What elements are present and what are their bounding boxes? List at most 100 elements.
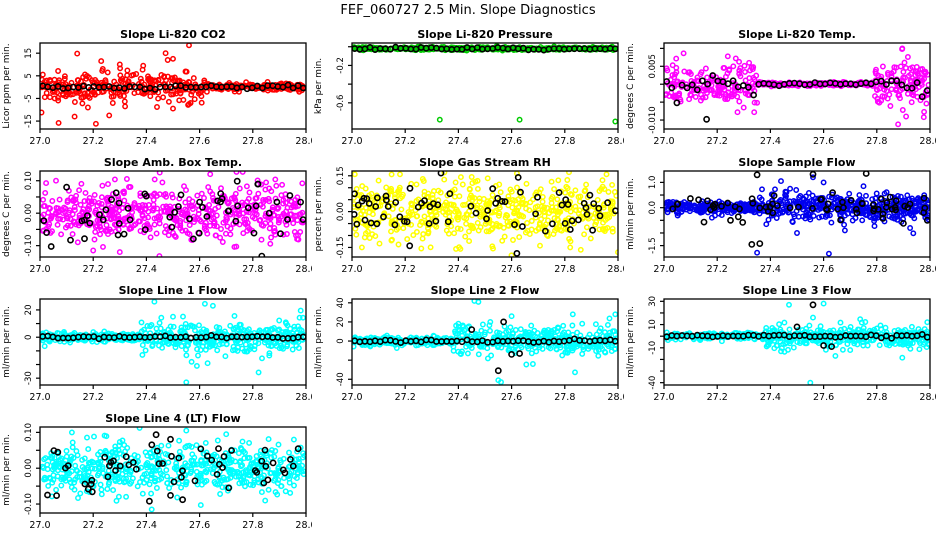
svg-text:28.0: 28.0: [607, 264, 624, 275]
svg-text:27.0: 27.0: [341, 136, 362, 147]
svg-text:27.8: 27.8: [554, 264, 575, 275]
panel-slope-li-820-pressure: Slope Li-820 Pressure kPa per min. -0.2 -0.…: [312, 26, 624, 154]
panel-slope-gas-stream-rh: Slope Gas Stream RH percent per min. 0.15 0…: [312, 154, 624, 282]
panel-svg: Slope Line 3 Flow ml/min per min. 30 10 -10 -…: [626, 284, 936, 403]
plot-box: [39, 42, 307, 130]
svg-text:27.0: 27.0: [653, 392, 674, 403]
svg-text:27.8: 27.8: [866, 392, 887, 403]
svg-text:27.4: 27.4: [136, 392, 157, 403]
panel-title: Slope Line 2 Flow: [431, 284, 540, 297]
svg-text:27.6: 27.6: [813, 136, 834, 147]
svg-text:27.8: 27.8: [242, 136, 263, 147]
svg-text:27.0: 27.0: [653, 264, 674, 275]
svg-text:28.0: 28.0: [295, 392, 312, 403]
svg-text:27.4: 27.4: [136, 264, 157, 275]
panel-title: Slope Amb. Box Temp.: [104, 156, 242, 169]
svg-text:27.8: 27.8: [242, 264, 263, 275]
mean-points: [40, 177, 306, 257]
svg-text:0.005: 0.005: [648, 54, 658, 78]
panel-slope-li-820-co2: Slope Li-820 CO2 Licor ppm per min. 15 5 -5 -…: [0, 26, 312, 154]
svg-text:27.6: 27.6: [501, 136, 522, 147]
panel-svg: Slope Line 2 Flow ml/min per min. 40 20 0 -40…: [314, 284, 624, 403]
svg-text:0: 0: [24, 335, 34, 340]
x-axis-ticks: 27.027.227.427.627.828.0: [653, 257, 936, 275]
mean-points: [352, 318, 618, 375]
panel-svg: Slope Li-820 Pressure kPa per min. -0.2 -0.…: [314, 28, 624, 147]
svg-text:-1.5: -1.5: [648, 237, 658, 254]
svg-text:20: 20: [24, 305, 34, 316]
x-axis-ticks: 27.027.227.427.627.828.0: [29, 513, 312, 531]
data-points: [352, 43, 618, 125]
y-axis-label: ml/min per min.: [2, 434, 12, 506]
panel-title: Slope Gas Stream RH: [419, 156, 551, 169]
panel-slope-line-2-flow: Slope Line 2 Flow ml/min per min. 40 20 0 -40…: [312, 282, 624, 410]
svg-text:30: 30: [648, 296, 658, 307]
plot-box: [663, 298, 931, 386]
y-axis-ticks: 0.10 0.00 -0.10: [24, 171, 40, 257]
y-axis-ticks: 0.15 0.00 -0.15: [336, 166, 352, 258]
y-axis-label: ml/min per min.: [626, 306, 636, 378]
x-axis-ticks: 27.027.227.427.627.828.0: [653, 385, 936, 403]
svg-text:27.8: 27.8: [866, 136, 887, 147]
svg-text:27.4: 27.4: [760, 264, 781, 275]
panel-slope-sample-flow: Slope Sample Flow ml/min per min. 1.0 0.0 -1…: [624, 154, 936, 282]
svg-text:27.2: 27.2: [707, 136, 728, 147]
y-axis-ticks: 1.0 0.0 -1.5: [648, 176, 664, 254]
svg-text:20: 20: [336, 317, 346, 328]
mean-points: [664, 72, 930, 123]
svg-text:27.4: 27.4: [760, 392, 781, 403]
svg-text:28.0: 28.0: [295, 136, 312, 147]
panel-slope-amb-box-temp: Slope Amb. Box Temp. degrees C per min. 0.…: [0, 154, 312, 282]
plot-box: [351, 42, 619, 130]
svg-text:-0.10: -0.10: [24, 235, 34, 257]
svg-text:27.6: 27.6: [501, 392, 522, 403]
svg-text:27.0: 27.0: [29, 136, 50, 147]
svg-text:28.0: 28.0: [919, 392, 936, 403]
y-axis-label: ml/min per min.: [314, 306, 324, 378]
x-axis-ticks: 27.027.227.427.627.828.0: [341, 257, 624, 275]
y-axis-label: kPa per min.: [314, 58, 324, 114]
svg-text:0.00: 0.00: [24, 204, 34, 223]
y-axis-ticks: 30 10 -10 -40: [648, 296, 664, 390]
svg-text:-0.2: -0.2: [336, 57, 346, 74]
panel-title: Slope Li-820 Temp.: [738, 28, 856, 41]
panel-svg: Slope Sample Flow ml/min per min. 1.0 0.0 -1…: [626, 156, 936, 275]
mean-points: [664, 301, 930, 350]
svg-text:0: 0: [336, 338, 346, 343]
mean-points: [40, 332, 306, 343]
mean-points: [352, 43, 618, 54]
svg-text:5: 5: [24, 73, 34, 78]
svg-text:-5: -5: [24, 94, 34, 102]
svg-text:27.8: 27.8: [554, 136, 575, 147]
svg-text:27.2: 27.2: [83, 136, 104, 147]
y-axis-label: degrees C per min.: [626, 43, 636, 129]
x-axis-ticks: 27.027.227.427.627.828.0: [341, 129, 624, 147]
svg-text:-15: -15: [24, 114, 34, 128]
plot-box: [39, 298, 307, 386]
plot-box: [351, 170, 619, 258]
svg-text:28.0: 28.0: [919, 264, 936, 275]
svg-text:27.6: 27.6: [189, 136, 210, 147]
svg-text:27.2: 27.2: [83, 264, 104, 275]
panel-title: Slope Line 3 Flow: [743, 284, 852, 297]
panel-title: Slope Li-820 Pressure: [417, 28, 552, 41]
panel-slope-line-1-flow: Slope Line 1 Flow ml/min per min. 20 0 -30 27…: [0, 282, 312, 410]
svg-text:27.6: 27.6: [189, 264, 210, 275]
panel-title: Slope Line 1 Flow: [119, 284, 228, 297]
svg-text:27.6: 27.6: [189, 392, 210, 403]
svg-text:27.2: 27.2: [395, 264, 416, 275]
x-axis-ticks: 27.0 27.2 27.4 27.6 27.8 28.0: [29, 129, 312, 147]
svg-text:27.4: 27.4: [760, 136, 781, 147]
data-points: [352, 171, 618, 257]
svg-text:27.2: 27.2: [395, 136, 416, 147]
svg-text:-30: -30: [24, 371, 34, 385]
svg-text:-40: -40: [648, 376, 658, 390]
svg-text:-0.6: -0.6: [336, 95, 346, 112]
svg-text:15: 15: [24, 48, 34, 59]
svg-text:27.4: 27.4: [136, 136, 157, 147]
panel-title: Slope Li-820 CO2: [120, 28, 226, 41]
svg-text:0.00: 0.00: [336, 202, 346, 221]
svg-text:1.0: 1.0: [648, 176, 658, 190]
y-axis-ticks: 0.005 -0.010: [648, 47, 664, 134]
